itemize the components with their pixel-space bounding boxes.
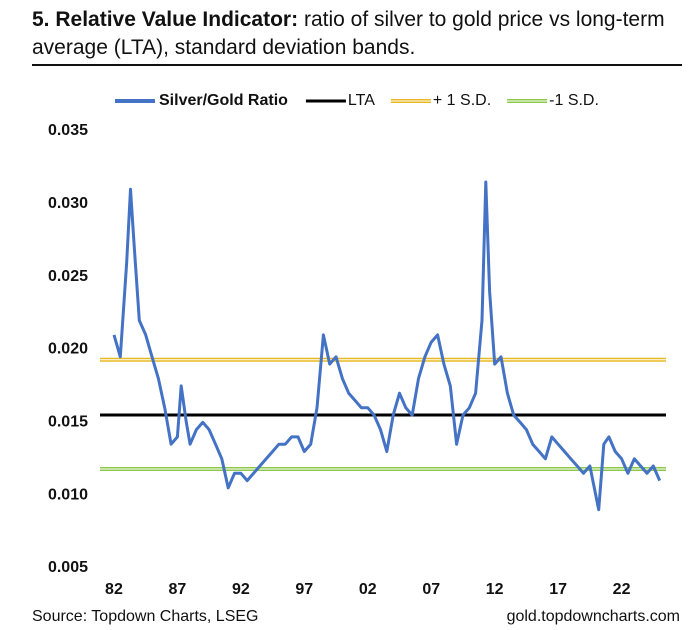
y-tick-label: 0.025 <box>48 268 88 285</box>
title-bold: 5. Relative Value Indicator: <box>32 8 299 31</box>
data-line <box>112 180 662 512</box>
x-tick-label: 87 <box>169 581 187 598</box>
watermark: gold.topdowncharts.com <box>507 608 680 625</box>
y-tick-label: 0.005 <box>48 559 88 576</box>
x-tick-label: 07 <box>422 581 440 598</box>
x-tick-label: 22 <box>613 581 631 598</box>
x-tick-label: 12 <box>486 581 504 598</box>
legend-label: Silver/Gold Ratio <box>159 92 288 109</box>
title-rule <box>32 64 682 66</box>
x-tick-label: 82 <box>105 581 123 598</box>
x-tick-label: 02 <box>359 581 377 598</box>
y-tick-label: 0.020 <box>48 341 88 358</box>
y-tick-label: 0.015 <box>48 414 88 431</box>
legend-label: LTA <box>348 92 375 109</box>
legend-label: -1 S.D. <box>549 92 599 109</box>
y-tick-label: 0.030 <box>48 195 88 212</box>
source: Source: Topdown Charts, LSEG <box>32 608 259 625</box>
title-text: ratio of silver to gold price vs long-te… <box>32 8 665 59</box>
y-tick-label: 0.035 <box>48 122 88 139</box>
title: 5. Relative Value Indicator: ratio of si… <box>32 6 672 62</box>
x-tick-label: 92 <box>232 581 250 598</box>
legend-label: + 1 S.D. <box>433 92 491 109</box>
x-tick-label: 97 <box>295 581 313 598</box>
y-tick-label: 0.010 <box>48 486 88 503</box>
x-tick-label: 17 <box>549 581 567 598</box>
